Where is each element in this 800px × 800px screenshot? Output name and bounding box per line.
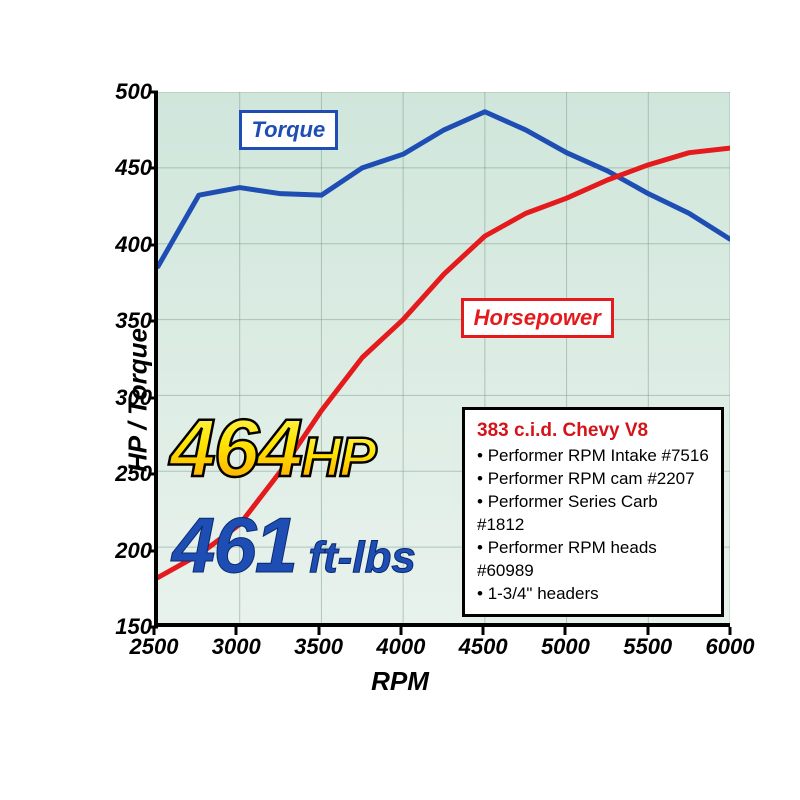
dyno-chart: Torque Horsepower 464HP 461 ft-lbs 383 c… <box>66 82 734 718</box>
horsepower-label-text: Horsepower <box>474 305 601 330</box>
spec-box-title: 383 c.i.d. Chevy V8 <box>477 418 709 444</box>
x-tick-label: 3000 <box>201 634 271 660</box>
peak-tq-value: 461 <box>172 501 296 589</box>
spec-item: • 1-3/4" headers <box>477 583 709 606</box>
peak-hp-unit: HP <box>301 425 375 488</box>
y-tick-label: 400 <box>112 232 152 258</box>
x-axis-label: RPM <box>371 666 429 697</box>
spec-item: • Performer RPM cam #2207 <box>477 468 709 491</box>
x-tick-label: 5500 <box>613 634 683 660</box>
horsepower-series-label: Horsepower <box>461 298 614 338</box>
peak-torque-callout: 461 ft-lbs <box>172 500 416 591</box>
x-tick-label: 6000 <box>695 634 765 660</box>
spec-item: • Performer Series Carb #1812 <box>477 491 709 537</box>
torque-label-text: Torque <box>252 117 326 142</box>
x-tick-label: 2500 <box>119 634 189 660</box>
spec-item: • Performer RPM Intake #7516 <box>477 445 709 468</box>
engine-spec-box: 383 c.i.d. Chevy V8 • Performer RPM Inta… <box>462 407 724 617</box>
plot-area: Torque Horsepower 464HP 461 ft-lbs 383 c… <box>154 92 730 627</box>
x-tick-label: 3500 <box>284 634 354 660</box>
y-axis-label: HP / Torque <box>122 328 153 472</box>
x-tick-label: 4000 <box>366 634 436 660</box>
x-tick-label: 4500 <box>448 634 518 660</box>
y-tick-label: 500 <box>112 79 152 105</box>
peak-hp-callout: 464HP <box>170 402 375 496</box>
peak-hp-value: 464 <box>170 403 301 494</box>
y-tick-label: 450 <box>112 155 152 181</box>
peak-tq-unit: ft-lbs <box>308 533 416 582</box>
spec-item: • Performer RPM heads #60989 <box>477 537 709 583</box>
x-tick-label: 5000 <box>530 634 600 660</box>
torque-series-label: Torque <box>239 110 339 150</box>
y-tick-label: 200 <box>112 538 152 564</box>
